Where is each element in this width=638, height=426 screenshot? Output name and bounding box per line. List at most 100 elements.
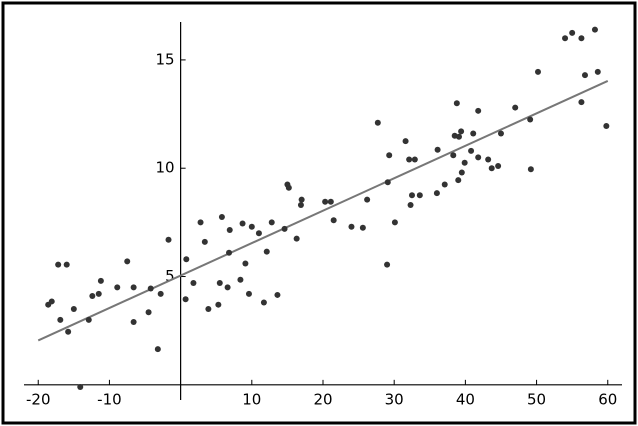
point	[97, 277, 104, 284]
point	[408, 192, 415, 199]
point	[578, 35, 585, 42]
point	[569, 29, 576, 36]
point	[578, 99, 585, 106]
point	[461, 159, 468, 166]
point	[497, 130, 504, 137]
point	[147, 285, 154, 292]
point	[157, 290, 164, 297]
point	[201, 238, 208, 245]
point	[218, 213, 225, 220]
point	[470, 130, 477, 137]
point	[242, 260, 249, 267]
y-tick-label: 10	[156, 159, 175, 177]
point	[65, 328, 72, 335]
y-tick-label: 15	[156, 50, 175, 68]
point	[297, 202, 304, 209]
point	[327, 198, 334, 205]
point	[450, 152, 457, 159]
point	[255, 230, 262, 237]
x-tick-label: 20	[313, 390, 332, 408]
point	[89, 293, 96, 300]
point	[130, 284, 137, 291]
point	[458, 128, 465, 135]
point	[455, 133, 462, 140]
point	[239, 220, 246, 227]
point	[591, 26, 598, 33]
point	[216, 280, 223, 287]
fit-line	[37, 80, 609, 342]
point	[330, 217, 337, 224]
point	[226, 226, 233, 233]
point	[512, 104, 519, 111]
point	[260, 299, 267, 306]
point	[527, 166, 534, 173]
point	[488, 165, 495, 172]
x-tick-label: 10	[242, 390, 261, 408]
point	[205, 306, 212, 313]
point	[124, 258, 131, 265]
point	[458, 169, 465, 176]
point	[441, 181, 448, 188]
point	[411, 156, 418, 163]
point	[391, 219, 398, 226]
point	[263, 248, 270, 255]
point	[165, 236, 172, 243]
point	[237, 276, 244, 283]
point	[386, 152, 393, 159]
point	[455, 177, 462, 184]
point	[57, 316, 64, 323]
point	[63, 261, 70, 268]
x-tick-label: 60	[598, 390, 617, 408]
point	[285, 184, 292, 191]
point	[402, 138, 409, 145]
point	[281, 225, 288, 232]
point	[154, 346, 161, 353]
point	[245, 290, 252, 297]
point	[248, 223, 255, 230]
point	[190, 280, 197, 287]
point	[359, 224, 366, 231]
point	[468, 147, 475, 154]
point	[562, 35, 569, 42]
point	[384, 179, 391, 186]
point	[475, 107, 482, 114]
point	[95, 290, 102, 297]
point	[293, 235, 300, 242]
point	[85, 316, 92, 323]
point	[407, 202, 414, 209]
point	[182, 296, 189, 303]
point	[485, 156, 492, 163]
point	[322, 198, 329, 205]
point	[434, 146, 441, 153]
point	[224, 284, 231, 291]
point	[114, 284, 121, 291]
y-tick-label: 5	[165, 267, 175, 285]
x-tick-label: 50	[527, 390, 546, 408]
point	[145, 309, 152, 316]
x-tick-label: -10	[97, 390, 122, 408]
point	[197, 219, 204, 226]
point	[433, 190, 440, 197]
point	[226, 249, 233, 256]
point	[527, 116, 534, 123]
point	[475, 154, 482, 161]
point	[406, 156, 413, 163]
point	[374, 119, 381, 126]
point	[495, 163, 502, 170]
point	[215, 301, 222, 308]
point	[416, 192, 423, 199]
point	[384, 261, 391, 268]
point	[364, 196, 371, 203]
point	[55, 261, 62, 268]
x-tick-label: -20	[26, 390, 51, 408]
point	[130, 319, 137, 326]
x-tick-label: 40	[456, 390, 475, 408]
point	[594, 68, 601, 75]
point	[77, 384, 84, 391]
point	[274, 291, 281, 298]
point	[268, 219, 275, 226]
point	[298, 196, 305, 203]
point	[581, 72, 588, 79]
point	[453, 100, 460, 107]
